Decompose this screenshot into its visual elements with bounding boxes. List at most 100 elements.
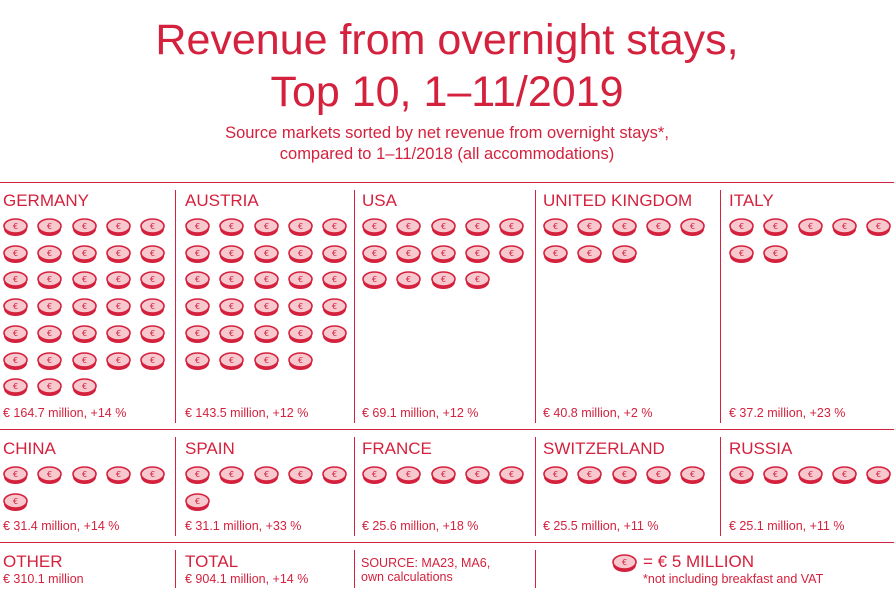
euro-coin-icon: € — [288, 466, 313, 484]
subtitle-line-1: Source markets sorted by net revenue fro… — [225, 124, 669, 142]
euro-coin-icon: € — [71, 271, 97, 290]
euro-coin-icon: € — [729, 466, 754, 484]
svg-text:€: € — [441, 470, 446, 479]
svg-text:€: € — [332, 329, 337, 338]
euro-coin-icon: € — [253, 298, 279, 317]
svg-text:€: € — [298, 222, 303, 231]
euro-coin-icon: € — [106, 298, 131, 317]
euro-coin-icon: € — [577, 466, 603, 484]
svg-text:€: € — [372, 249, 377, 258]
svg-text:€: € — [47, 249, 52, 258]
legend-coin-icon: € — [612, 554, 637, 572]
divider-col-2-footer — [354, 550, 355, 588]
euro-coin-icon: € — [362, 244, 387, 263]
svg-text:€: € — [298, 302, 303, 311]
euro-coin-icon: € — [253, 244, 279, 263]
svg-text:€: € — [475, 222, 480, 231]
svg-text:€: € — [229, 302, 234, 311]
svg-text:€: € — [47, 382, 52, 391]
euro-coin-icon: € — [106, 271, 131, 290]
svg-text:€: € — [150, 356, 155, 365]
svg-text:€: € — [372, 275, 377, 284]
svg-text:€: € — [587, 470, 592, 479]
euro-coin-icon: € — [680, 466, 705, 484]
euro-coin-icon: € — [219, 218, 245, 236]
svg-text:€: € — [150, 470, 155, 479]
svg-text:€: € — [13, 356, 18, 365]
euro-coin-icon: € — [219, 466, 245, 484]
euro-coin-icon: € — [37, 218, 63, 236]
svg-text:€: € — [622, 249, 627, 258]
total-value: € 904.1 million, +14 % — [185, 572, 309, 586]
euro-coin-icon: € — [763, 218, 789, 236]
svg-text:€: € — [47, 329, 52, 338]
euro-coin-icon: € — [729, 244, 754, 263]
svg-text:€: € — [739, 249, 744, 258]
svg-text:€: € — [808, 470, 813, 479]
source-line-2: own calculations — [361, 570, 453, 584]
euro-coin-icon: € — [219, 324, 245, 343]
euro-coin-icon: € — [37, 271, 63, 290]
chart-subtitle: Source markets sorted by net revenue fro… — [0, 123, 894, 165]
svg-text:€: € — [82, 302, 87, 311]
euro-coin-icon: € — [646, 218, 671, 236]
euro-coin-icon: € — [288, 351, 313, 370]
svg-text:€: € — [264, 275, 269, 284]
euro-coin-icon: € — [362, 466, 387, 484]
euro-coin-icon: € — [219, 351, 245, 370]
euro-coin-icon: € — [430, 466, 456, 484]
svg-text:€: € — [195, 497, 200, 506]
euro-coin-icon: € — [465, 244, 490, 263]
euro-coin-icon: € — [185, 466, 210, 484]
euro-coin-icon: € — [140, 218, 165, 236]
divider-col-3-row-1 — [535, 190, 536, 423]
svg-text:€: € — [47, 275, 52, 284]
euro-coin-icon: € — [37, 351, 63, 370]
euro-coin-icon: € — [866, 218, 891, 236]
svg-text:€: € — [116, 275, 121, 284]
euro-coin-icon: € — [362, 218, 387, 236]
svg-text:€: € — [229, 329, 234, 338]
euro-coin-icon: € — [763, 466, 789, 484]
svg-text:€: € — [773, 249, 778, 258]
euro-coin-icon: € — [71, 466, 97, 484]
svg-text:€: € — [298, 249, 303, 258]
euro-coin-icon: € — [71, 324, 97, 343]
euro-coin-icon: € — [396, 218, 422, 236]
country-value-switzerland: € 25.5 million, +11 % — [543, 519, 659, 533]
svg-text:€: € — [509, 249, 514, 258]
svg-text:€: € — [690, 470, 695, 479]
svg-text:€: € — [587, 249, 592, 258]
svg-text:€: € — [298, 356, 303, 365]
svg-text:€: € — [82, 329, 87, 338]
svg-text:€: € — [82, 382, 87, 391]
svg-text:€: € — [82, 470, 87, 479]
country-name-spain: SPAIN — [185, 439, 235, 458]
svg-text:€: € — [876, 222, 881, 231]
euro-coin-icon: € — [763, 244, 789, 263]
euro-coin-icon: € — [797, 466, 823, 484]
euro-coin-icon: € — [611, 244, 637, 263]
euro-coin-icon: € — [288, 244, 313, 263]
chart-title: Revenue from overnight stays, Top 10, 1–… — [0, 14, 894, 118]
euro-coin-icon: € — [680, 218, 705, 236]
title-line-1: Revenue from overnight stays, — [155, 16, 739, 64]
euro-coin-icon: € — [465, 466, 490, 484]
svg-text:€: € — [656, 470, 661, 479]
svg-text:€: € — [298, 470, 303, 479]
country-value-united-kingdom: € 40.8 million, +2 % — [543, 406, 653, 420]
country-name-russia: RUSSIA — [729, 439, 793, 458]
euro-coin-icon: € — [185, 298, 210, 317]
euro-coin-icon: € — [219, 244, 245, 263]
svg-text:€: € — [195, 470, 200, 479]
country-value-italy: € 37.2 million, +23 % — [729, 406, 846, 420]
euro-coin-icon: € — [499, 244, 524, 263]
svg-text:€: € — [773, 470, 778, 479]
svg-text:€: € — [264, 470, 269, 479]
country-name-usa: USA — [362, 191, 397, 210]
svg-text:€: € — [195, 356, 200, 365]
country-value-china: € 31.4 million, +14 % — [3, 519, 120, 533]
euro-coin-icon: € — [219, 298, 245, 317]
svg-text:€: € — [229, 249, 234, 258]
svg-text:€: € — [332, 222, 337, 231]
